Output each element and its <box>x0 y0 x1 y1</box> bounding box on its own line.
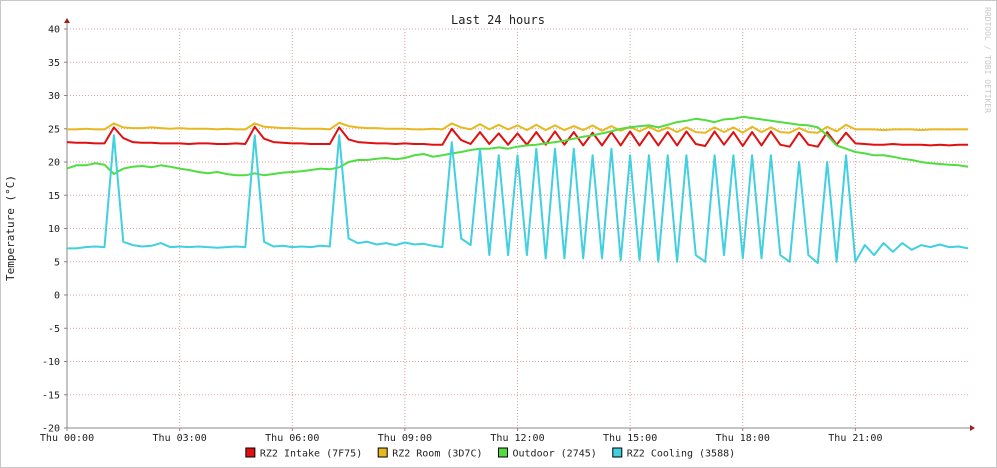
y-tick-label: 30 <box>48 91 60 102</box>
legend-swatch <box>612 447 623 458</box>
chart-title: Last 24 hours <box>451 13 545 27</box>
y-tick-label: 20 <box>48 158 60 169</box>
y-tick-label: -20 <box>42 424 60 435</box>
watermark: RRDTOOL / TOBI OETIKER <box>983 7 992 113</box>
legend-swatch <box>245 447 256 458</box>
x-tick-label: Thu 18:00 <box>716 433 770 444</box>
x-tick-label: Thu 00:00 <box>40 433 94 444</box>
x-tick-label: Thu 21:00 <box>828 433 882 444</box>
legend-label: Outdoor (2745) <box>513 449 597 460</box>
y-tick-label: -5 <box>48 324 60 335</box>
x-tick-label: Thu 09:00 <box>378 433 432 444</box>
y-tick-label: 25 <box>48 124 60 135</box>
legend-label: RZ2 Room (3D7C) <box>392 449 482 460</box>
y-tick-label: 10 <box>48 224 60 235</box>
legend-swatch <box>498 447 508 458</box>
series-line <box>67 134 969 265</box>
y-tick-label: -15 <box>42 390 60 401</box>
y-tick-label: 35 <box>48 58 60 69</box>
y-tick-label: 0 <box>54 291 60 302</box>
axis-arrow <box>64 18 70 23</box>
axis-arrow <box>970 425 975 431</box>
series-line <box>66 125 968 148</box>
x-tick-label: Thu 06:00 <box>265 433 319 444</box>
series-line <box>67 121 968 134</box>
x-tick-label: Thu 12:00 <box>490 433 544 444</box>
legend-label: RZ2 Intake (7F75) <box>260 449 362 460</box>
y-tick-label: 40 <box>48 25 60 36</box>
y-tick-label: -10 <box>42 357 60 368</box>
y-tick-label: 5 <box>54 257 60 268</box>
y-axis-label: Temperature (°C) <box>4 175 17 281</box>
y-tick-label: 15 <box>48 191 60 202</box>
x-tick-label: Thu 03:00 <box>153 433 207 444</box>
x-tick-label: Thu 15:00 <box>603 433 657 444</box>
series-line <box>66 115 969 177</box>
legend-swatch <box>377 447 388 458</box>
legend-label: RZ2 Cooling (3588) <box>627 449 735 460</box>
